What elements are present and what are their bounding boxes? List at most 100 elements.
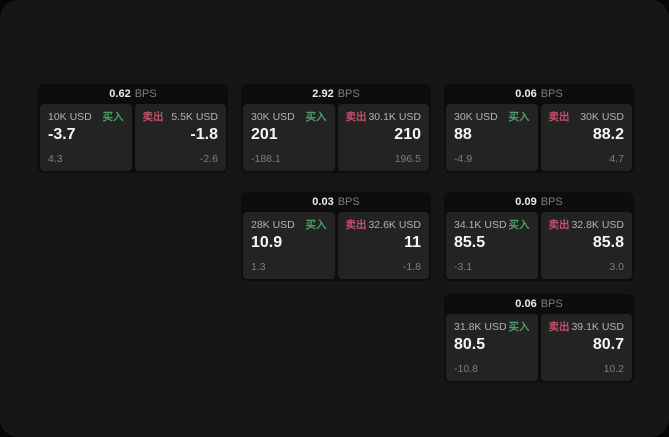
buy-panel-top: 10K USD 买入	[48, 111, 124, 123]
sell-panel[interactable]: 卖出 39.1K USD 80.7 10.2	[540, 314, 632, 381]
buy-side-label: 买入	[305, 111, 327, 123]
card-panels: 28K USD 买入 10.9 1.3 卖出 32.6K USD 11 -1.8	[241, 212, 431, 281]
buy-side-label: 买入	[508, 321, 530, 333]
buy-price-value: 88	[454, 126, 472, 143]
bps-unit-label: BPS	[540, 88, 563, 100]
bps-unit-label: BPS	[337, 88, 360, 100]
card-header: 0.06 BPS	[444, 294, 634, 314]
sell-panel[interactable]: 卖出 30K USD 88.2 4.7	[540, 104, 632, 171]
sell-panel[interactable]: 卖出 32.8K USD 85.8 3.0	[540, 212, 632, 279]
buy-sub-value: -4.9	[454, 153, 473, 165]
sell-size-label: 5.5K USD	[171, 111, 218, 123]
bps-value: 0.09	[515, 196, 537, 208]
buy-panel-top: 34.1K USD 买入	[454, 219, 530, 231]
sell-size-label: 30.1K USD	[368, 111, 421, 123]
bps-value: 0.62	[109, 88, 131, 100]
card-header: 2.92 BPS	[241, 84, 431, 104]
bps-value: 0.06	[515, 88, 537, 100]
sell-side-label: 卖出	[548, 111, 570, 123]
buy-side-label: 买入	[102, 111, 124, 123]
buy-panel-top: 30K USD 买入	[251, 111, 327, 123]
card-panels: 34.1K USD 买入 85.5 -3.1 卖出 32.8K USD 85.8…	[444, 212, 634, 281]
sell-size-label: 32.6K USD	[368, 219, 421, 231]
sell-size-label: 30K USD	[580, 111, 624, 123]
quote-card: 0.03 BPS 28K USD 买入 10.9 1.3 卖出 32.6K USD…	[241, 192, 431, 281]
buy-price-value: 201	[251, 126, 278, 143]
sell-sub-value: 3.0	[609, 261, 624, 273]
buy-size-label: 30K USD	[454, 111, 498, 123]
card-panels: 10K USD 买入 -3.7 4.3 卖出 5.5K USD -1.8 -2.…	[38, 104, 228, 173]
sell-sub-value: -2.6	[199, 153, 218, 165]
quote-card: 0.06 BPS 30K USD 买入 88 -4.9 卖出 30K USD 88…	[444, 84, 634, 173]
sell-sub-value: 196.5	[394, 153, 421, 165]
sell-panel-top: 卖出 39.1K USD	[549, 321, 625, 333]
buy-side-label: 买入	[305, 219, 327, 231]
buy-panel-top: 28K USD 买入	[251, 219, 327, 231]
buy-panel[interactable]: 31.8K USD 买入 80.5 -10.8	[446, 314, 538, 381]
sell-price-value: 80.7	[592, 336, 624, 353]
buy-size-label: 34.1K USD	[454, 219, 507, 231]
card-header: 0.09 BPS	[444, 192, 634, 212]
sell-side-label: 卖出	[345, 111, 367, 123]
buy-size-label: 10K USD	[48, 111, 92, 123]
buy-panel[interactable]: 34.1K USD 买入 85.5 -3.1	[446, 212, 538, 279]
bps-unit-label: BPS	[134, 88, 157, 100]
sell-sub-value: 10.2	[603, 363, 624, 375]
buy-panel[interactable]: 30K USD 买入 88 -4.9	[446, 104, 538, 171]
bps-value: 0.03	[312, 196, 334, 208]
sell-side-label: 卖出	[548, 321, 570, 333]
buy-panel-top: 30K USD 买入	[454, 111, 530, 123]
sell-panel[interactable]: 卖出 32.6K USD 11 -1.8	[337, 212, 429, 279]
buy-panel[interactable]: 30K USD 买入 201 -188.1	[243, 104, 335, 171]
buy-size-label: 30K USD	[251, 111, 295, 123]
bps-value: 0.06	[515, 298, 537, 310]
sell-sub-value: -1.8	[402, 261, 421, 273]
bps-unit-label: BPS	[540, 298, 563, 310]
sell-panel[interactable]: 卖出 30.1K USD 210 196.5	[337, 104, 429, 171]
buy-side-label: 买入	[508, 219, 530, 231]
buy-panel[interactable]: 10K USD 买入 -3.7 4.3	[40, 104, 132, 171]
sell-price-value: 210	[394, 126, 421, 143]
card-header: 0.06 BPS	[444, 84, 634, 104]
sell-side-label: 卖出	[345, 219, 367, 231]
sell-side-label: 卖出	[142, 111, 164, 123]
sell-sub-value: 4.7	[609, 153, 624, 165]
sell-panel[interactable]: 卖出 5.5K USD -1.8 -2.6	[134, 104, 226, 171]
buy-sub-value: -188.1	[251, 153, 281, 165]
sell-panel-top: 卖出 30.1K USD	[346, 111, 422, 123]
buy-price-value: 10.9	[251, 234, 283, 251]
card-panels: 30K USD 买入 201 -188.1 卖出 30.1K USD 210 1…	[241, 104, 431, 173]
buy-sub-value: -3.1	[454, 261, 473, 273]
sell-price-value: 85.8	[592, 234, 624, 251]
sell-panel-top: 卖出 5.5K USD	[143, 111, 219, 123]
bps-unit-label: BPS	[337, 196, 360, 208]
card-header: 0.62 BPS	[38, 84, 228, 104]
quote-card: 0.09 BPS 34.1K USD 买入 85.5 -3.1 卖出 32.8K …	[444, 192, 634, 281]
buy-size-label: 28K USD	[251, 219, 295, 231]
bps-value: 2.92	[312, 88, 334, 100]
buy-price-value: 85.5	[454, 234, 486, 251]
quote-card: 0.06 BPS 31.8K USD 买入 80.5 -10.8 卖出 39.1K…	[444, 294, 634, 383]
bps-unit-label: BPS	[540, 196, 563, 208]
sell-size-label: 32.8K USD	[571, 219, 624, 231]
buy-panel[interactable]: 28K USD 买入 10.9 1.3	[243, 212, 335, 279]
buy-sub-value: 4.3	[48, 153, 63, 165]
buy-sub-value: -10.8	[454, 363, 478, 375]
buy-panel-top: 31.8K USD 买入	[454, 321, 530, 333]
sell-side-label: 卖出	[548, 219, 570, 231]
sell-panel-top: 卖出 30K USD	[549, 111, 625, 123]
buy-price-value: -3.7	[48, 126, 76, 143]
quote-card: 2.92 BPS 30K USD 买入 201 -188.1 卖出 30.1K U…	[241, 84, 431, 173]
card-panels: 30K USD 买入 88 -4.9 卖出 30K USD 88.2 4.7	[444, 104, 634, 173]
buy-sub-value: 1.3	[251, 261, 266, 273]
sell-size-label: 39.1K USD	[571, 321, 624, 333]
sell-price-value: -1.8	[190, 126, 218, 143]
sell-price-value: 11	[404, 234, 421, 251]
quote-card: 0.62 BPS 10K USD 买入 -3.7 4.3 卖出 5.5K USD …	[38, 84, 228, 173]
sell-price-value: 88.2	[592, 126, 624, 143]
card-header: 0.03 BPS	[241, 192, 431, 212]
sell-panel-top: 卖出 32.8K USD	[549, 219, 625, 231]
buy-side-label: 买入	[508, 111, 530, 123]
